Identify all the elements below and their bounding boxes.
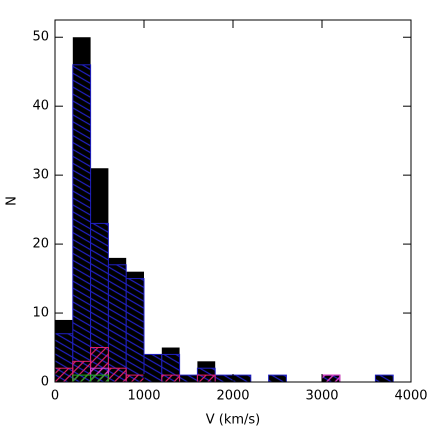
bar [161, 374, 181, 383]
bar [143, 353, 163, 383]
x-tick-label: 1000 [127, 389, 160, 404]
y-tick-label: 0 [41, 375, 49, 390]
bar [125, 278, 145, 383]
y-tick-label: 10 [32, 306, 49, 321]
bar [268, 374, 287, 383]
bar [54, 367, 74, 383]
x-tick-label: 4000 [394, 389, 427, 404]
y-tick-label: 40 [32, 99, 49, 114]
y-axis-label: N [5, 196, 20, 206]
bar [107, 264, 127, 383]
bar [72, 374, 92, 383]
bar [90, 374, 109, 383]
x-tick-label: 0 [51, 389, 59, 404]
bar [374, 374, 394, 383]
x-tick-label: 2000 [216, 389, 249, 404]
y-tick-label: 20 [32, 237, 49, 252]
bar [214, 374, 234, 383]
bar [107, 367, 127, 383]
bar [125, 374, 145, 383]
bar [196, 374, 216, 383]
bar [321, 374, 341, 383]
bar [232, 374, 252, 383]
bar [72, 64, 92, 383]
x-axis-label: V (km/s) [206, 413, 261, 428]
y-tick-label: 30 [32, 168, 49, 183]
x-tick-label: 3000 [305, 389, 338, 404]
bar [179, 374, 198, 383]
y-tick-label: 50 [32, 30, 49, 45]
